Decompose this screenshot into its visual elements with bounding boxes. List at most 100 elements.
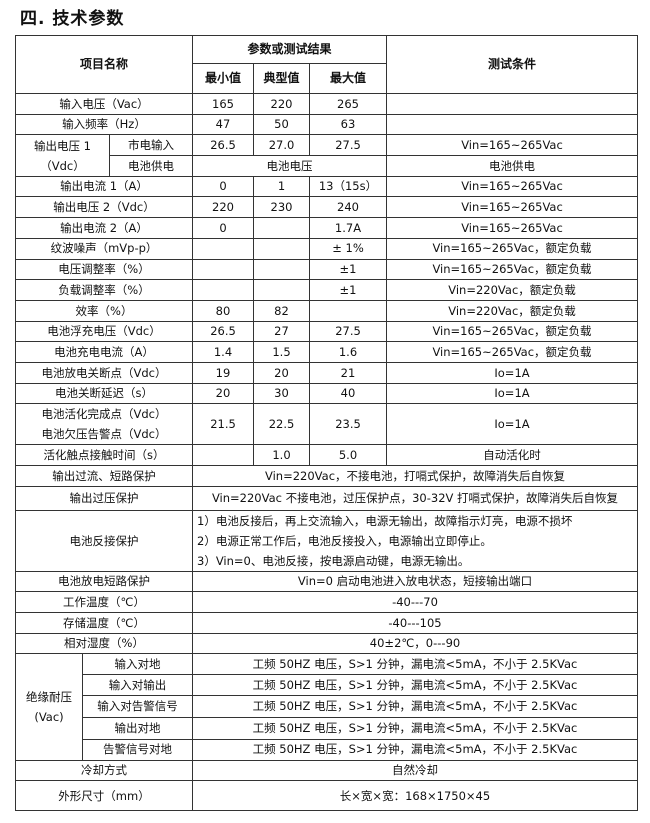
typ-value: 1 (253, 175, 310, 198)
item-name: 电池充电电流（A） (15, 341, 193, 363)
header-typ: 典型值 (253, 63, 310, 94)
table-row: 输出电流 2（A） 0 1.7A Vin=165~265Vac (15, 217, 638, 239)
sub-item-label: 市电输入 (109, 134, 193, 157)
item-name: 外形尺寸（mm） (15, 780, 193, 812)
table-row: 电池供电 电池电压 电池供电 (16, 155, 638, 177)
min-value (192, 258, 254, 281)
text-line: 2）电源正常工作后，电池反接投入，电源输出立即停止。 (197, 533, 492, 548)
item-name: 工作温度（℃） (15, 591, 193, 614)
sub-item-label: 电池供电 (109, 155, 193, 177)
table-row: 输入对告警信号 工频 50HZ 电压，S>1 分钟，漏电流<5mA，不小于 2.5… (16, 694, 638, 718)
value: -40---70 (192, 591, 638, 614)
min-value (192, 444, 254, 466)
table-row: 负载调整率（%） ±1 Vin=220Vac，额定负载 (15, 279, 638, 301)
table-row: 电池放电关断点（Vdc） 19 20 21 Io=1A (15, 361, 638, 384)
min-value: 220 (192, 196, 254, 219)
max-value: 13（15s） (309, 175, 387, 198)
table-row: 电池关断延迟（s） 20 30 40 Io=1A (15, 382, 638, 405)
typ-value (253, 217, 310, 239)
item-name: 输出电压 1 （Vdc） (15, 134, 110, 177)
value: 工频 50HZ 电压，S>1 分钟，漏电流<5mA，不小于 2.5KVac (192, 653, 638, 676)
header-max: 最大值 (309, 63, 387, 94)
item-name: 电池关断延迟（s） (15, 382, 193, 405)
table-row: 输出电压 1 （Vdc） 市电输入 26.5 27.0 27.5 Vin=165~265Va… (15, 134, 638, 177)
typ-value (253, 237, 310, 260)
table-row: 绝缘耐压 (Vac) 输入对地 工频 50HZ 电压，S>1 分钟，漏电流<5mA，不… (15, 653, 638, 761)
max-value: ±1 (309, 258, 387, 281)
min-value: 20 (192, 382, 254, 405)
max-value: 23.5 (309, 403, 387, 446)
item-name: 输出过压保护 (15, 485, 193, 511)
header-condition: 测试条件 (386, 35, 638, 94)
max-value: 240 (309, 196, 387, 219)
header-item: 项目名称 (15, 35, 193, 94)
value: 自然冷却 (192, 759, 638, 782)
typ-value: 1.5 (253, 341, 310, 363)
max-value: 40 (309, 382, 387, 405)
item-name: 输出电流 2（A） (15, 217, 193, 239)
table-row: 输出过流、短路保护 Vin=220Vac，不接电池，打嗝式保护，故障消失后自恢复 (15, 465, 638, 487)
table-row: 输出电流 1（A） 0 1 13（15s） Vin=165~265Vac (15, 175, 638, 198)
item-name: 冷却方式 (15, 759, 193, 782)
max-value: 265 (309, 93, 387, 115)
test-condition: Vin=165~265Vac，额定负载 (386, 237, 638, 260)
table-row: 告警信号对地 工频 50HZ 电压，S>1 分钟，漏电流<5mA，不小于 2.5K… (16, 738, 638, 761)
table-row: 电池活化完成点（Vdc） 电池欠压告警点（Vdc） 21.5 22.5 23.5 Io=1… (15, 403, 638, 446)
item-name: 输出过流、短路保护 (15, 465, 193, 487)
value: 电池电压 (192, 155, 387, 177)
item-name: 输出电流 1（A） (15, 175, 193, 198)
item-name: 输入电压（Vac） (15, 93, 193, 115)
value: 1）电池反接后，再上交流输入，电源无输出，故障指示灯亮，电源不损坏 2）电源正常工… (192, 509, 638, 572)
header-min: 最小值 (192, 63, 254, 94)
text-line: 绝缘耐压 (26, 689, 72, 704)
min-value: 80 (192, 299, 254, 322)
min-value: 26.5 (192, 320, 254, 343)
table-row: 外形尺寸（mm） 长×宽×宽：168×1750×45 (15, 780, 638, 812)
value: 工频 50HZ 电压，S>1 分钟，漏电流<5mA，不小于 2.5KVac (192, 694, 638, 718)
typ-value: 30 (253, 382, 310, 405)
header-result: 参数或测试结果 (192, 35, 387, 64)
item-name: 电池放电短路保护 (15, 570, 193, 593)
value: 长×宽×宽：168×1750×45 (192, 780, 638, 812)
typ-value: 20 (253, 361, 310, 384)
table-row: 冷却方式 自然冷却 (15, 759, 638, 782)
table-row: 电池浮充电压（Vdc） 26.5 27 27.5 Vin=165~265Vac，额定负载 (15, 320, 638, 343)
item-name: 电池反接保护 (15, 509, 193, 572)
table-row: 效率（%） 80 82 Vin=220Vac，额定负载 (15, 299, 638, 322)
min-value: 165 (192, 93, 254, 115)
test-condition: 电池供电 (386, 155, 638, 177)
test-condition: 自动活化时 (386, 444, 638, 466)
item-name: 存储温度（℃） (15, 612, 193, 634)
test-condition: Vin=165~265Vac，额定负载 (386, 341, 638, 363)
typ-value: 50 (253, 113, 310, 136)
item-name: 效率（%） (15, 299, 193, 322)
sub-item-label: 输入对地 (82, 653, 193, 676)
value: Vin=220Vac 不接电池，过压保护点，30-32V 打嗝式保护，故障消失后… (192, 485, 638, 511)
test-condition: Vin=220Vac，额定负载 (386, 279, 638, 301)
typ-value (253, 258, 310, 281)
test-condition: Vin=165~265Vac (386, 134, 638, 157)
max-value: 27.5 (309, 134, 387, 157)
table-row: 输入对输出 工频 50HZ 电压，S>1 分钟，漏电流<5mA，不小于 2.5KV… (16, 674, 638, 696)
item-name: 电池浮充电压（Vdc） (15, 320, 193, 343)
table-row: 输出电压 2（Vdc） 220 230 240 Vin=165~265Vac (15, 196, 638, 219)
table-row: 输入频率（Hz） 47 50 63 (15, 113, 638, 136)
table-row: 电池放电短路保护 Vin=0 启动电池进入放电状态，短接输出端口 (15, 570, 638, 593)
value: 工频 50HZ 电压，S>1 分钟，漏电流<5mA，不小于 2.5KVac (192, 674, 638, 696)
max-value: 27.5 (309, 320, 387, 343)
test-condition: Vin=220Vac，额定负载 (386, 299, 638, 322)
max-value: 63 (309, 113, 387, 136)
value: Vin=220Vac，不接电池，打嗝式保护，故障消失后自恢复 (192, 465, 638, 487)
typ-value: 230 (253, 196, 310, 219)
item-name: 输出电压 2（Vdc） (15, 196, 193, 219)
sub-item-label: 输入对告警信号 (82, 694, 193, 718)
min-value: 1.4 (192, 341, 254, 363)
min-value: 47 (192, 113, 254, 136)
sub-item-label: 输入对输出 (82, 674, 193, 696)
table-row: 电池反接保护 1）电池反接后，再上交流输入，电源无输出，故障指示灯亮，电源不损坏 2… (15, 509, 638, 572)
value: 工频 50HZ 电压，S>1 分钟，漏电流<5mA，不小于 2.5KVac (192, 716, 638, 740)
item-name: 纹波噪声（mVp-p） (15, 237, 193, 260)
typ-value: 220 (253, 93, 310, 115)
sub-item-label: 告警信号对地 (82, 738, 193, 761)
spec-table: 项目名称 参数或测试结果 测试条件 最小值 典型值 最大值 输入电压（Vac） 1… (15, 35, 638, 812)
